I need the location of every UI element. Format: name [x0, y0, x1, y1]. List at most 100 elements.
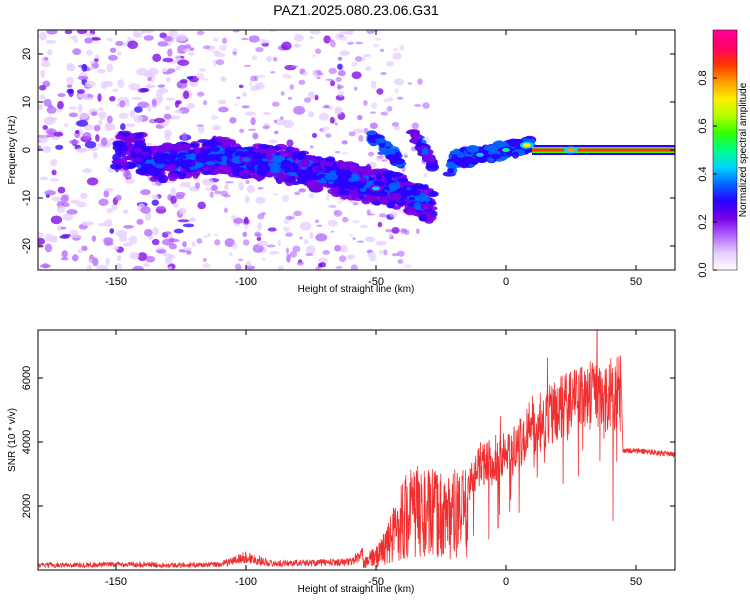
noise-blob	[304, 97, 312, 103]
noise-blob	[156, 205, 166, 210]
spectrogram-heatmap	[38, 30, 675, 270]
noise-blob	[115, 263, 123, 270]
noise-blob	[162, 253, 172, 257]
noise-blob	[411, 122, 419, 130]
noise-blob	[232, 51, 237, 55]
noise-blob	[162, 238, 174, 246]
noise-blob	[334, 244, 342, 252]
noise-blob	[318, 112, 329, 121]
ridge-blob	[401, 181, 415, 187]
noise-blob	[66, 65, 76, 72]
noise-blob	[57, 100, 64, 110]
noise-blob	[163, 113, 172, 120]
noise-blob	[414, 104, 422, 107]
noise-blob	[389, 211, 398, 218]
noise-blob	[329, 116, 335, 124]
noise-blob	[70, 199, 80, 204]
ridge-blob	[167, 172, 178, 182]
noise-blob	[298, 188, 306, 193]
noise-blob	[115, 229, 128, 238]
noise-blob	[151, 98, 157, 107]
noise-blob	[224, 238, 235, 247]
colorbar-label: Normalized spectral amplitude	[738, 82, 749, 217]
noise-blob	[286, 76, 292, 79]
noise-blob	[123, 170, 131, 178]
ridge-blob	[445, 161, 457, 169]
noise-blob	[267, 227, 277, 232]
noise-blob	[262, 257, 266, 261]
noise-blob	[335, 33, 343, 40]
noise-blob	[415, 228, 420, 235]
noise-blob	[366, 209, 371, 216]
ridge-blob	[166, 153, 177, 161]
noise-blob	[337, 56, 343, 61]
noise-blob	[39, 176, 49, 181]
noise-blob	[350, 61, 359, 67]
noise-blob	[122, 209, 129, 215]
noise-blob	[214, 233, 219, 236]
noise-blob	[123, 242, 133, 247]
noise-blob	[117, 51, 122, 56]
noise-blob	[145, 84, 157, 88]
noise-blob	[259, 38, 267, 44]
noise-blob	[89, 66, 96, 70]
hotspot-inner	[242, 157, 250, 162]
noise-blob	[391, 226, 400, 234]
noise-blob	[423, 172, 428, 178]
noise-blob	[337, 200, 343, 204]
noise-blob	[403, 264, 412, 268]
noise-blob	[293, 44, 302, 48]
noise-blob	[44, 233, 54, 242]
ridge-blob	[298, 160, 311, 168]
noise-blob	[289, 251, 298, 258]
noise-blob	[137, 252, 148, 262]
noise-blob	[117, 79, 125, 88]
noise-blob	[334, 122, 338, 126]
noise-blob	[182, 132, 187, 142]
noise-blob	[207, 232, 211, 237]
hotspot-inner	[476, 152, 484, 157]
noise-blob	[242, 231, 248, 238]
noise-blob	[303, 239, 310, 245]
noise-blob	[375, 240, 387, 246]
noise-blob	[305, 253, 314, 257]
noise-blob	[43, 116, 56, 126]
noise-blob	[157, 87, 169, 94]
ridge-blob	[337, 189, 351, 196]
noise-blob	[281, 41, 292, 51]
noise-blob	[183, 247, 193, 251]
noise-blob	[357, 115, 363, 121]
noise-blob	[281, 195, 290, 203]
noise-blob	[68, 139, 80, 145]
colorbar-ticks: 0.0 0.2 0.4 0.6 0.8	[697, 70, 717, 278]
noise-blob	[232, 217, 244, 224]
snr-series-line	[38, 330, 675, 569]
noise-blob	[339, 50, 350, 57]
noise-blob	[95, 134, 100, 142]
ridge-blob	[428, 191, 438, 196]
noise-blob	[93, 124, 101, 132]
noise-blob	[374, 37, 382, 41]
noise-blob	[125, 99, 130, 107]
snr-background	[38, 330, 675, 570]
figure-title: PAZ1.2025.080.23.06.G31	[273, 2, 439, 18]
noise-blob	[103, 237, 114, 244]
ridge-blob	[415, 197, 426, 203]
noise-blob	[285, 247, 289, 255]
noise-blob	[165, 76, 171, 83]
noise-blob	[170, 187, 176, 197]
y-tick-label: 2000	[21, 494, 33, 518]
noise-blob	[365, 236, 373, 240]
noise-blob	[120, 123, 126, 131]
hotspot-inner	[314, 167, 323, 172]
noise-blob	[286, 139, 294, 148]
noise-blob	[191, 241, 196, 247]
ridge-blob	[194, 162, 201, 169]
noise-blob	[299, 221, 312, 231]
noise-blob	[39, 31, 47, 41]
noise-blob	[133, 115, 143, 123]
ridge-blob	[335, 176, 349, 181]
noise-blob	[104, 80, 113, 87]
noise-blob	[386, 61, 394, 67]
noise-blob	[202, 45, 211, 50]
